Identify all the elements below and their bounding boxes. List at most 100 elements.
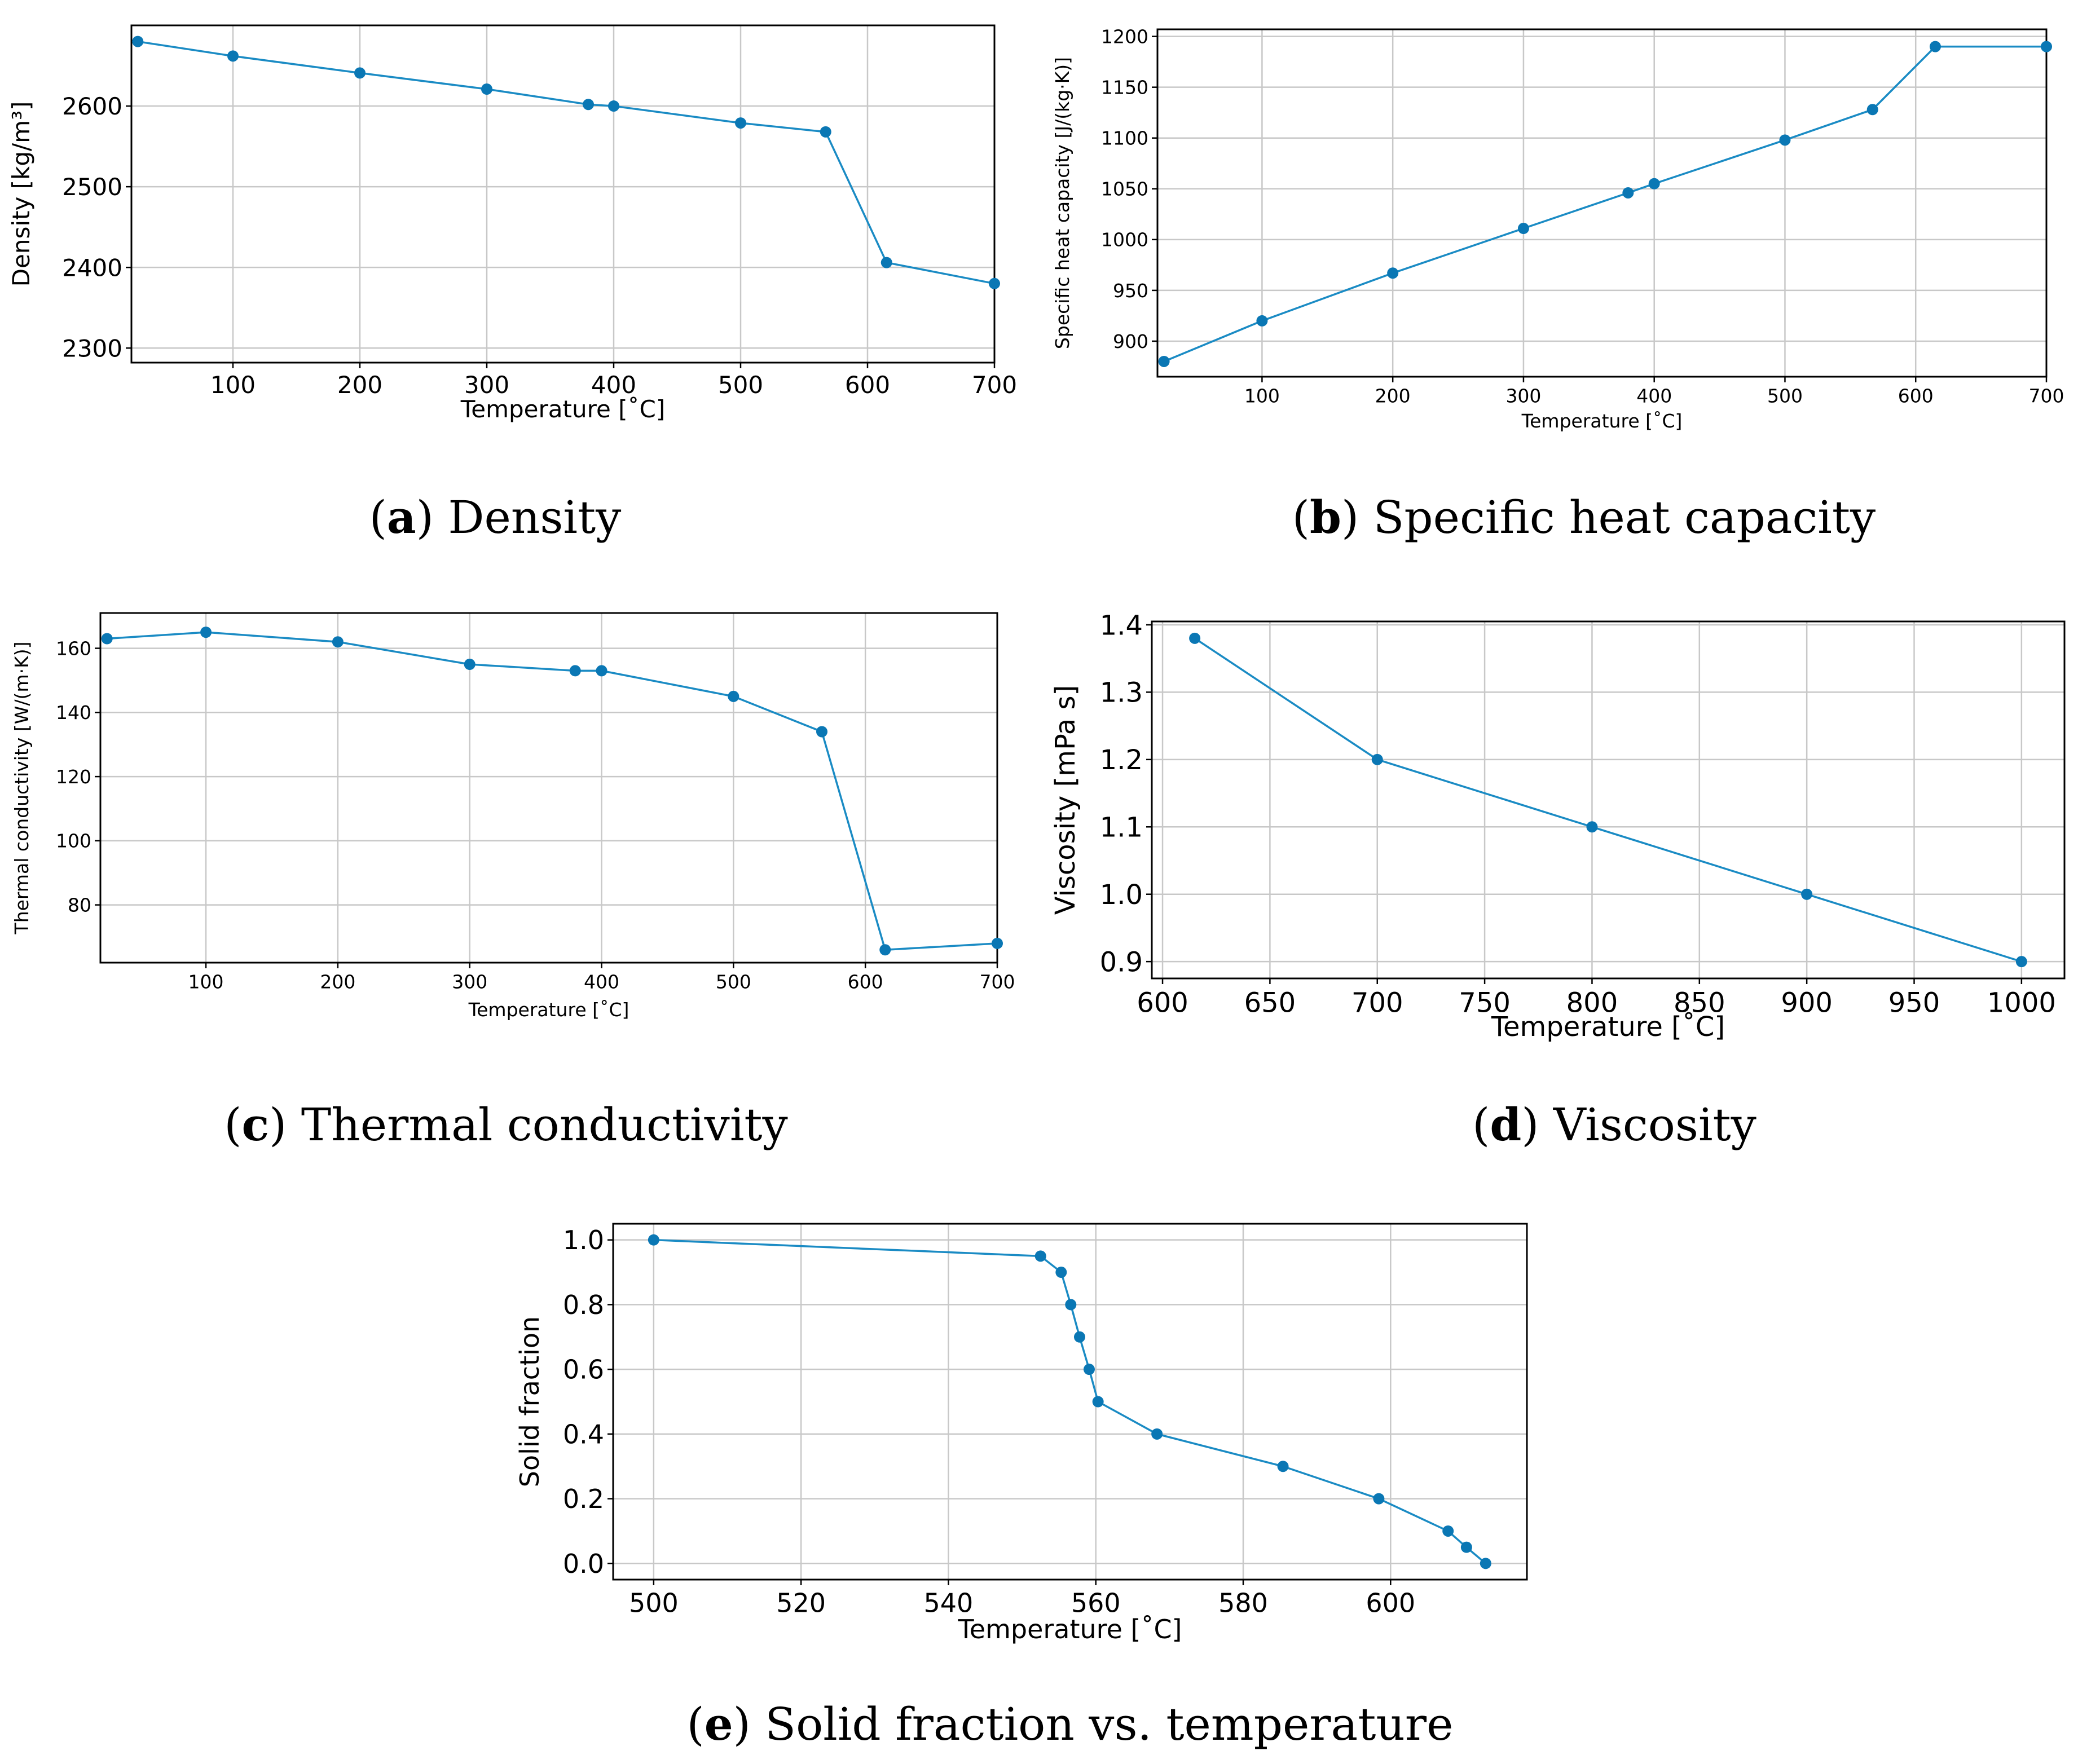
caption-b: (b) Specific heat capacity <box>1292 491 1876 544</box>
plot-frame <box>1151 620 2066 980</box>
data-point <box>1065 1299 1077 1311</box>
data-point <box>1930 41 1941 52</box>
y-axis-label: Thermal conductivity [W/(m·K)] <box>11 642 33 935</box>
y-tick-label: 80 <box>68 894 91 916</box>
x-axis-label: Temperature [˚C] <box>1491 1011 1725 1043</box>
y-tick-label: 1050 <box>1101 178 1148 200</box>
caption-paren-open: ( <box>369 491 387 544</box>
caption-e: (e) Solid fraction vs. temperature <box>687 1697 1454 1750</box>
y-tick-label: 2400 <box>62 254 122 281</box>
x-tick-label: 400 <box>584 971 619 993</box>
series-line <box>1194 637 2022 963</box>
y-tick-label: 160 <box>56 637 91 659</box>
caption-paren-close: ) <box>269 1099 287 1151</box>
data-point <box>464 659 476 671</box>
x-axis-label: Temperature [˚C] <box>468 999 629 1021</box>
plot-frame <box>1156 28 2048 378</box>
data-point <box>992 937 1003 949</box>
x-tick-label: 300 <box>452 971 487 993</box>
caption-paren-close: ) <box>416 491 434 544</box>
caption-paren-close: ) <box>1341 491 1359 544</box>
data-point <box>1092 1396 1104 1408</box>
data-point <box>820 126 831 138</box>
chart-panel-a: 100 200 300 400 500 600 700 2300 2400 2500 2600 Tem… <box>7 24 1017 544</box>
y-tick-label: 0.4 <box>563 1419 604 1449</box>
x-tick-label: 950 <box>1888 987 1940 1019</box>
y-tick-label: 140 <box>56 702 91 724</box>
data-point <box>816 726 828 738</box>
x-tick-label: 850 <box>1674 987 1725 1019</box>
y-tick-label: 0.6 <box>563 1355 604 1385</box>
caption-letter: e <box>705 1697 733 1750</box>
x-tick-label: 800 <box>1566 987 1618 1019</box>
y-tick-label: 1200 <box>1101 25 1148 47</box>
caption-text: Viscosity <box>1539 1099 1756 1151</box>
caption-paren-open: ( <box>1292 491 1310 544</box>
x-tick-label: 600 <box>848 971 883 993</box>
x-tick-label: 900 <box>1781 987 1833 1019</box>
caption-letter: b <box>1310 491 1341 544</box>
data-point <box>1801 888 1813 900</box>
data-point <box>1460 1541 1472 1553</box>
x-tick-label: 500 <box>1767 385 1803 407</box>
x-tick-label: 600 <box>1137 987 1188 1019</box>
data-point <box>880 257 892 268</box>
data-point <box>1189 632 1201 644</box>
data-point <box>1277 1461 1289 1472</box>
data-point <box>481 83 492 95</box>
caption-letter: a <box>387 491 416 544</box>
caption-paren-close: ) <box>1521 1099 1539 1151</box>
caption-c: (c) Thermal conductivity <box>224 1098 788 1151</box>
data-point <box>1034 1250 1046 1262</box>
y-tick-label: 1100 <box>1101 127 1148 149</box>
data-point <box>1151 1428 1163 1440</box>
x-tick-label: 100 <box>188 971 224 993</box>
x-tick-label: 300 <box>1505 385 1541 407</box>
y-tick-label: 1.3 <box>1100 677 1143 709</box>
x-tick-label: 200 <box>1375 385 1411 407</box>
series-line <box>1163 45 2046 363</box>
y-tick-label: 0.9 <box>1100 946 1143 978</box>
chart-panel-e: 500 520 540 560 580 600 0.0 0.2 0.4 0.6 0.8 1.0 Temp… <box>514 1223 1528 1750</box>
data-point <box>1442 1525 1454 1537</box>
data-point <box>332 636 344 648</box>
caption-text: Thermal conductivity <box>287 1099 787 1151</box>
x-tick-label: 300 <box>464 371 509 399</box>
x-tick-label: 700 <box>972 371 1017 399</box>
caption-letter: d <box>1490 1098 1521 1151</box>
plot-frame <box>130 24 996 364</box>
x-tick-label: 500 <box>716 971 751 993</box>
x-tick-label: 400 <box>591 371 636 399</box>
chart-panel-d: 600 650 700 750 800 850 900 950 1000 0.9 1.0 1.1 1.2… <box>1050 610 2066 1151</box>
data-point <box>1373 1493 1385 1505</box>
caption-paren-open: ( <box>224 1099 241 1151</box>
data-point <box>1055 1267 1067 1278</box>
x-tick-label: 100 <box>210 371 256 399</box>
series-line <box>653 1238 1486 1564</box>
caption-paren-close: ) <box>733 1698 751 1750</box>
data-point <box>354 67 366 79</box>
x-tick-label: 700 <box>1351 987 1403 1019</box>
data-point <box>1622 187 1634 199</box>
y-tick-label: 1000 <box>1101 229 1148 251</box>
data-point <box>2041 41 2052 52</box>
data-point <box>1371 753 1383 765</box>
data-point <box>200 627 212 638</box>
data-point <box>583 99 594 111</box>
x-tick-label: 500 <box>629 1588 679 1619</box>
data-point <box>989 277 1000 289</box>
data-point <box>132 36 144 47</box>
caption-d: (d) Viscosity <box>1472 1098 1756 1151</box>
x-axis-label: Temperature [˚C] <box>957 1614 1182 1644</box>
chart-panel-b: 100 200 300 400 500 600 700 900 950 1000 1050 1100 1… <box>1051 25 2064 544</box>
y-tick-label: 1.4 <box>1100 610 1143 641</box>
data-point <box>101 633 113 645</box>
x-tick-label: 700 <box>980 971 1015 993</box>
x-tick-label: 1000 <box>1987 987 2056 1019</box>
x-tick-label: 540 <box>924 1588 974 1619</box>
caption-letter: c <box>241 1098 269 1151</box>
data-point <box>1073 1331 1085 1343</box>
x-tick-label: 200 <box>320 971 355 993</box>
chart-panel-c: 100 200 300 400 500 600 700 80 100 120 140 160 Tempe… <box>11 612 1015 1151</box>
data-point <box>1517 223 1529 235</box>
